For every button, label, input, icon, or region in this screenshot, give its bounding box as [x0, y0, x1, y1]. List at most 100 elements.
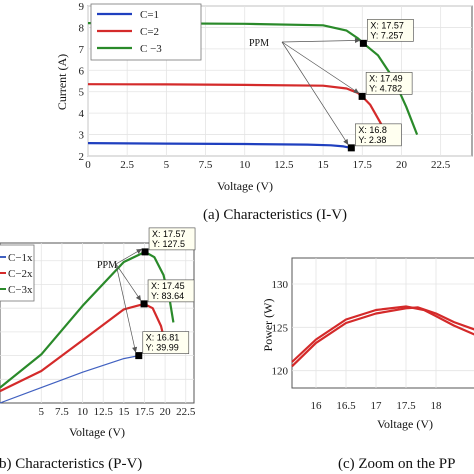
iv-datatips: X: 17.57Y: 7.257 X: 17.49Y: 4.782 X: 16.8Y… — [347, 19, 414, 152]
iv-datatip-y-3: Y: 2.38 — [358, 135, 386, 145]
iv-datatip-marker-2[interactable] — [358, 92, 366, 100]
iv-xtick-label: 22.5 — [431, 159, 451, 171]
pv-ppm-arrow-2 — [115, 263, 142, 302]
iv-datatip-box-2 — [365, 72, 413, 95]
iv-ytick-label: 3 — [79, 130, 85, 142]
pv-legend-label-1: C−1x — [8, 252, 33, 264]
iv-xtick-label: 0 — [85, 159, 91, 171]
iv-ytick-label: 6 — [79, 65, 85, 77]
pv-datatip-y-2: Y: 83.64 — [151, 291, 184, 301]
pv-datatip-x-1: X: 17.57 — [152, 229, 186, 239]
iv-legend: C=1 C=2 C −3 — [90, 3, 202, 61]
iv-ppm-arrowhead-2 — [353, 88, 360, 94]
iv-datatip-box-1 — [367, 19, 414, 42]
iv-series-line-2 — [87, 83, 390, 142]
iv-ytick-label: 4 — [79, 108, 85, 120]
pv-legend-label-2: C−2x — [8, 268, 33, 280]
iv-ppm-arrows — [281, 37, 361, 146]
pv-caption: (b) Characteristics (P-V) — [0, 456, 142, 472]
pv-ppm-arrows — [115, 248, 143, 353]
pv-datatip-marker-2[interactable] — [140, 300, 148, 308]
pv-xtick-label: 12.5 — [94, 406, 114, 418]
zoom-xtick-label: 16 — [311, 400, 323, 412]
iv-legend-label-3: C −3 — [140, 43, 162, 55]
zoom-x-ticks: 16 16.5 17 17.5 18 — [311, 400, 443, 412]
zoom-ylabel: Power (W) — [261, 299, 275, 352]
pv-datatip-marker-3[interactable] — [135, 352, 143, 360]
iv-legend-label-1: C=1 — [140, 9, 159, 21]
pv-legend: C−1x C−2x C−3x — [0, 244, 35, 302]
pv-datatip-box-2 — [147, 279, 195, 303]
iv-ppm-label: PPM — [249, 38, 269, 49]
iv-caption: (a) Characteristics (I-V) — [203, 207, 347, 223]
zoom-caption: (c) Zoom on the PP — [338, 456, 456, 472]
iv-datatip-box-3 — [355, 123, 402, 147]
pv-ppm-arrowhead-2 — [135, 294, 142, 301]
iv-ylabel: Current (A) — [55, 54, 69, 110]
zoom-ytick-label: 125 — [272, 322, 289, 334]
chart-pv: 5 7.5 10 12.5 15 17.5 20 22.5 X: 17.57Y: 127.5X… — [0, 227, 196, 472]
iv-ppm-arrow-3 — [281, 41, 349, 146]
pv-xtick-label: 22.5 — [176, 406, 196, 418]
iv-series-line-1 — [87, 142, 352, 149]
zoom-series-line-1 — [291, 305, 474, 363]
zoom-ytick-label: 120 — [272, 366, 289, 378]
pv-xtick-label: 10 — [77, 406, 89, 418]
iv-ytick-label: 7 — [79, 44, 85, 56]
iv-xlabel: Voltage (V) — [217, 179, 273, 193]
pv-ppm-arrowhead-3 — [132, 346, 138, 353]
iv-xtick-label: 12.5 — [274, 159, 294, 171]
iv-ppm-arrowhead-1 — [354, 37, 361, 44]
iv-y-ticks: 2 3 4 5 6 7 8 9 — [79, 1, 85, 163]
iv-datatip-marker-3[interactable] — [347, 144, 355, 152]
iv-ppm-arrow-2 — [281, 41, 360, 94]
iv-datatip-x-2: X: 17.49 — [369, 73, 403, 83]
chart-zoom: 120 125 130 16 16.5 17 17.5 18 Power (W) Volta… — [261, 257, 474, 472]
iv-ytick-label: 2 — [79, 151, 85, 163]
pv-x-ticks: 5 7.5 10 12.5 15 17.5 20 22.5 — [39, 406, 196, 418]
pv-xlabel: Voltage (V) — [69, 425, 125, 439]
iv-ppm-arrow-1 — [281, 40, 361, 43]
iv-xtick-label: 10 — [239, 159, 251, 171]
pv-datatip-marker-1[interactable] — [141, 248, 149, 256]
iv-xtick-label: 17.5 — [353, 159, 373, 171]
zoom-plot-area — [291, 257, 474, 389]
iv-xtick-label: 15 — [318, 159, 330, 171]
zoom-xtick-label: 17.5 — [396, 400, 416, 412]
pv-legend-label-3: C−3x — [8, 284, 33, 296]
iv-ytick-label: 8 — [79, 22, 85, 34]
zoom-xtick-label: 18 — [431, 400, 443, 412]
iv-datatip-x-3: X: 16.8 — [358, 125, 387, 135]
pv-ppm-arrow-3 — [115, 263, 137, 353]
pv-datatip-y-3: Y: 39.99 — [146, 343, 179, 353]
iv-ppm-arrowhead-3 — [343, 138, 349, 145]
pv-datatip-x-2: X: 17.45 — [151, 281, 185, 291]
zoom-series-group — [291, 305, 474, 368]
pv-ppm-arrowhead-1 — [136, 248, 143, 254]
zoom-y-ticks: 120 125 130 — [272, 279, 289, 378]
pv-xtick-label: 20 — [160, 406, 172, 418]
pv-series-line-2 — [0, 302, 168, 393]
zoom-xlabel: Voltage (V) — [377, 417, 433, 431]
pv-datatip-y-1: Y: 127.5 — [152, 239, 185, 249]
pv-xtick-label: 15 — [118, 406, 130, 418]
iv-ytick-label: 5 — [79, 87, 85, 99]
pv-xtick-label: 5 — [39, 406, 45, 418]
pv-datatip-box-3 — [142, 331, 190, 354]
pv-xtick-label: 7.5 — [55, 406, 69, 418]
pv-series-line-1 — [0, 355, 139, 404]
pv-datatip-x-3: X: 16.81 — [146, 333, 180, 343]
zoom-xtick-label: 16.5 — [336, 400, 356, 412]
iv-xtick-label: 5 — [164, 159, 170, 171]
pv-datatips: X: 17.57Y: 127.5 X: 17.45Y: 83.64 X: 16.81… — [135, 227, 196, 360]
iv-ytick-label: 9 — [79, 1, 85, 13]
pv-gridlines — [0, 243, 194, 403]
pv-xtick-label: 17.5 — [135, 406, 155, 418]
pv-datatip-box-1 — [148, 227, 196, 251]
iv-datatip-y-1: Y: 7.257 — [370, 30, 403, 40]
iv-x-ticks: 0 2.5 5 7.5 10 12.5 15 17.5 20 22.5 — [85, 159, 451, 171]
iv-datatip-marker-1[interactable] — [359, 39, 367, 47]
iv-xtick-label: 20 — [396, 159, 408, 171]
iv-datatip-y-2: Y: 4.782 — [369, 83, 402, 93]
